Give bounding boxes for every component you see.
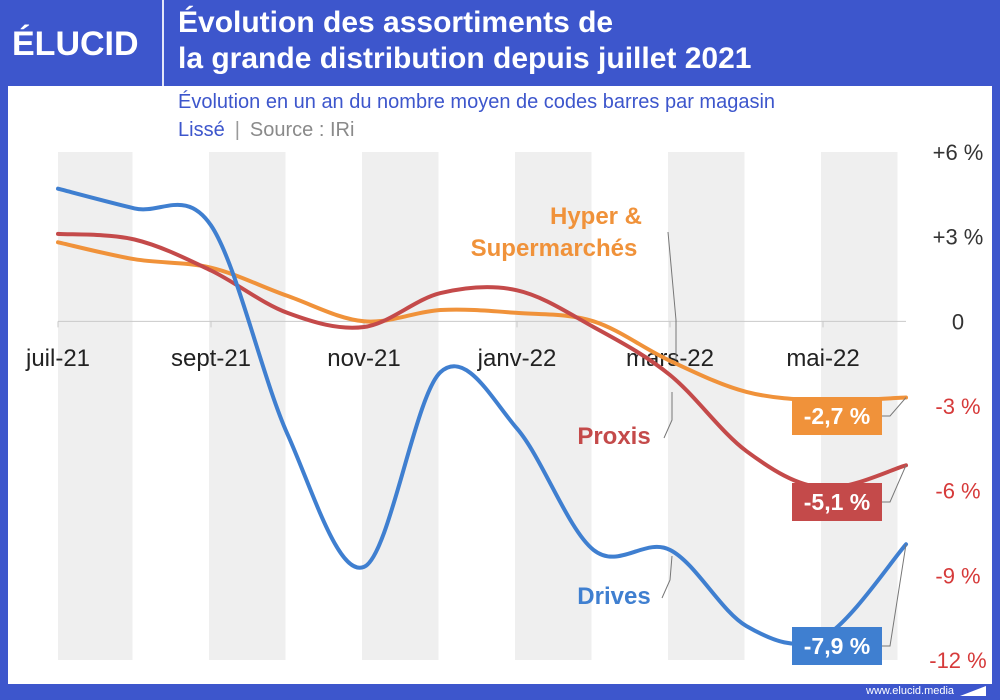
hyper-supermarches-label: Supermarchés xyxy=(471,235,638,262)
y-tick-label: 0 xyxy=(952,309,964,334)
end-value-label: -5,1 % xyxy=(804,489,870,515)
logo-text: ÉLUCID xyxy=(12,25,139,63)
elucid-logo: ÉLUCID xyxy=(12,25,139,63)
y-tick-label: -12 % xyxy=(929,648,986,673)
y-tick-label: -6 % xyxy=(935,479,980,504)
x-tick-label: mai-22 xyxy=(786,345,859,372)
y-tick-label: +3 % xyxy=(933,225,984,250)
x-tick-label: sept-21 xyxy=(171,345,251,372)
x-tick-label: juil-21 xyxy=(25,345,90,372)
chart-subtitle: Évolution en un an du nombre moyen de co… xyxy=(178,91,776,113)
source-separator: | xyxy=(234,119,240,141)
label-leader-line xyxy=(661,555,673,599)
x-tick-label: janv-22 xyxy=(477,345,557,372)
month-band xyxy=(668,152,745,660)
header-bar: ÉLUCID Évolution des assortiments de la … xyxy=(0,0,1000,86)
hyper-supermarches-line xyxy=(56,240,908,403)
y-axis: +6 % +3 % 0 -3 % -6 % -9 % -12 % xyxy=(929,140,986,673)
x-tick-label: nov-21 xyxy=(327,345,400,372)
end-badge-leader xyxy=(882,397,907,417)
hyper-supermarches-end-badge xyxy=(792,397,882,435)
drives-line xyxy=(56,186,908,646)
label-leader-line xyxy=(663,392,673,439)
logo-divider xyxy=(162,0,164,86)
drives-label: Drives xyxy=(577,583,650,610)
end-value-label: -2,7 % xyxy=(804,403,870,429)
month-band xyxy=(362,152,439,660)
website-url[interactable]: www.elucid.media xyxy=(866,685,955,697)
label-leader-line xyxy=(667,231,677,360)
x-axis: juil-21 sept-21 nov-21 janv-22 mars-22 mai-22 xyxy=(25,321,860,372)
month-band xyxy=(209,152,286,660)
proxis-line xyxy=(56,231,908,490)
y-tick-label: +6 % xyxy=(933,140,984,165)
month-band xyxy=(515,152,592,660)
end-badge-leader xyxy=(882,465,907,503)
proxis-end-badge xyxy=(792,483,882,521)
month-bands xyxy=(58,152,898,660)
month-band xyxy=(58,152,133,660)
title-line-2: la grande distribution depuis juillet 20… xyxy=(178,42,752,75)
y-tick-label: -9 % xyxy=(935,563,980,588)
source-text: Source : IRi xyxy=(249,119,355,141)
drives-end-badge xyxy=(792,627,882,665)
brand-mark-icon xyxy=(960,686,986,696)
x-tick-label: mars-22 xyxy=(626,345,714,372)
hyper-supermarches-label: Hyper & xyxy=(550,203,642,230)
proxis-label: Proxis xyxy=(577,423,650,450)
source-line: Lissé | Source : IRi xyxy=(178,118,354,142)
end-value-label: -7,9 % xyxy=(804,633,870,659)
title-line-1: Évolution des assortiments de xyxy=(178,6,614,39)
y-tick-label: -3 % xyxy=(935,394,980,419)
end-badge-leader xyxy=(882,544,907,647)
smoothing-note: Lissé xyxy=(178,119,225,141)
chart-title: Évolution des assortiments de la grande … xyxy=(178,5,988,77)
